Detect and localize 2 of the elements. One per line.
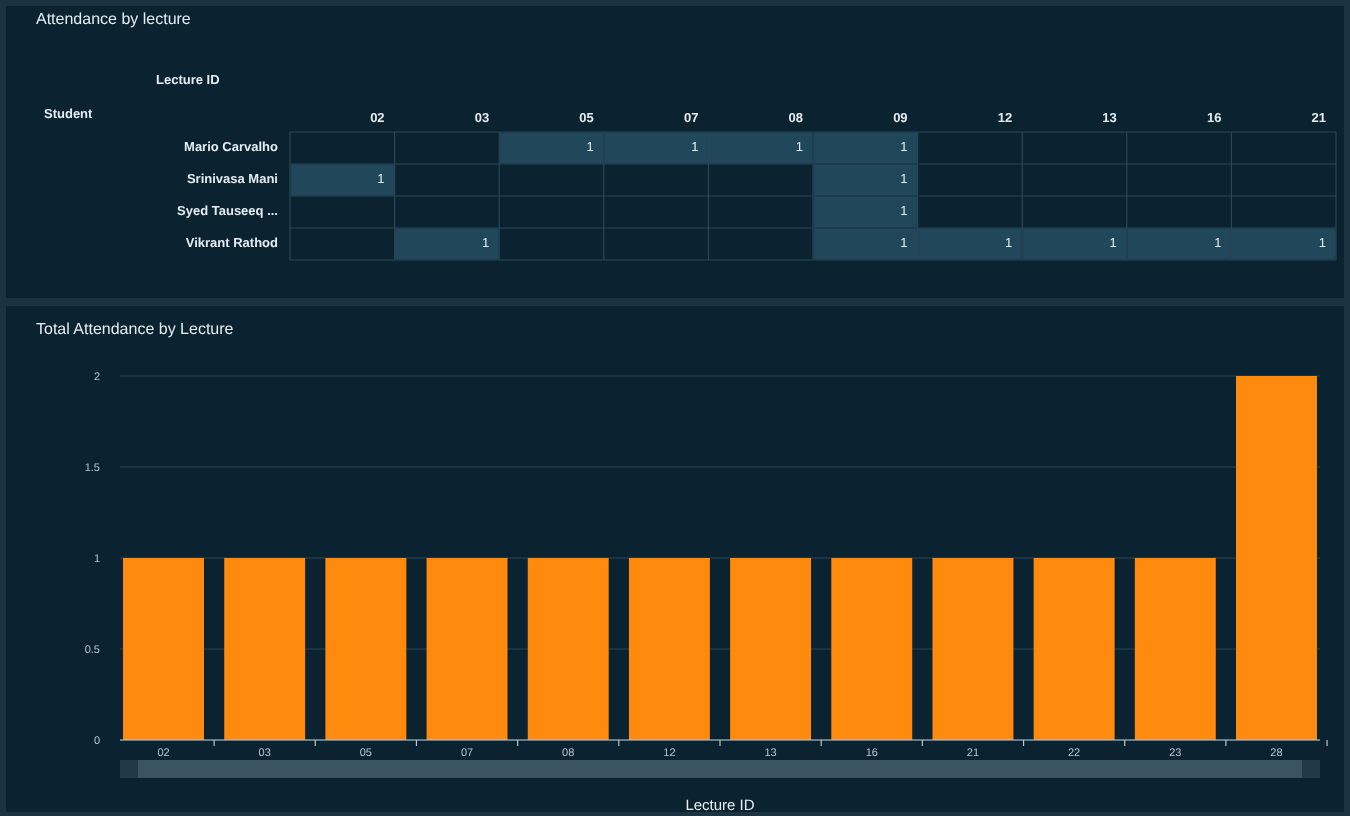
chart-title: Total Attendance by Lecture	[36, 320, 235, 338]
text: Attendance by lecture	[36, 10, 192, 28]
